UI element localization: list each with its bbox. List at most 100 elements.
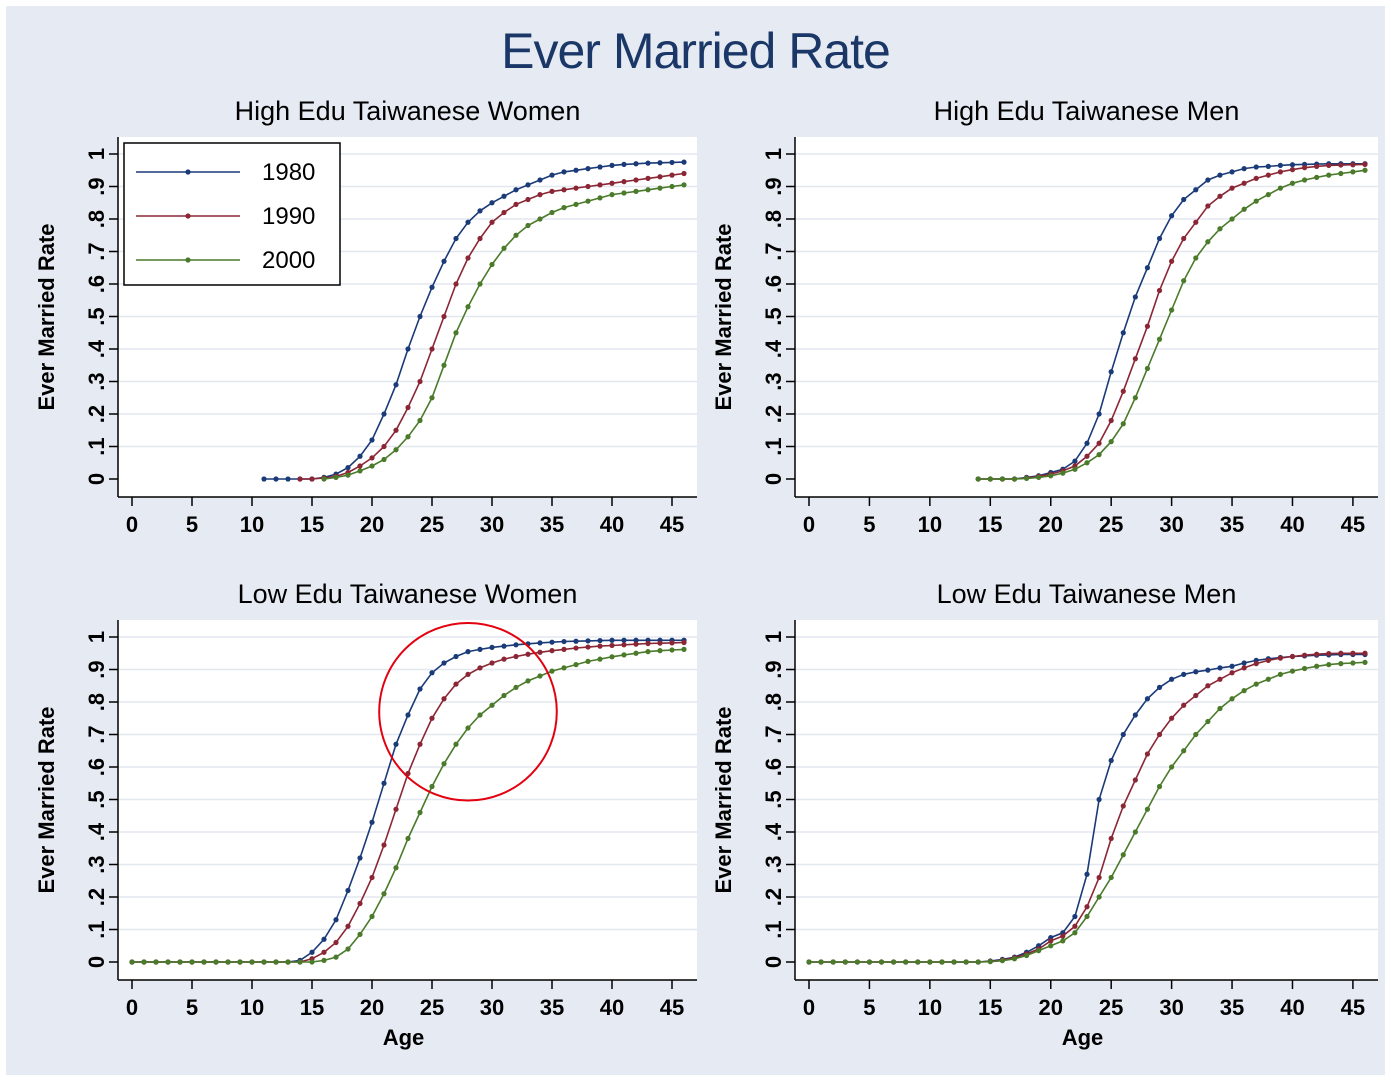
data-point-2000 [1205,718,1211,725]
data-point-1980 [597,164,603,170]
y-axis-label: Ever Married Rate [711,706,736,893]
data-point-2000 [381,891,387,897]
data-point-2000 [987,476,993,482]
legend-marker-2000 [185,257,191,263]
y-tick-label: .4 [84,822,109,841]
data-point-1990 [369,874,375,881]
data-point-1980 [465,649,471,655]
y-tick-label: .5 [84,790,109,808]
data-point-2000 [501,245,507,251]
y-tick-label: .3 [84,372,109,390]
data-point-1990 [1144,323,1151,329]
data-point-1990 [1072,923,1078,929]
data-point-1990 [1144,751,1151,757]
data-point-1990 [489,660,495,666]
data-point-1990 [1350,162,1356,168]
y-tick-label: .9 [761,177,786,195]
y-tick-label: .3 [84,855,109,873]
data-point-2000 [501,692,507,699]
data-point-1990 [585,183,591,190]
data-point-1980 [501,643,507,649]
data-point-1990 [1156,731,1163,738]
data-point-2000 [561,665,567,671]
data-point-1990 [501,656,507,662]
panel-title: High Edu Taiwanese Women [235,96,581,126]
data-point-2000 [1132,395,1138,401]
data-point-1980 [417,686,423,692]
data-point-1980 [345,465,351,471]
data-point-2000 [393,447,399,453]
data-point-1980 [609,637,615,643]
data-point-2000 [369,463,375,469]
panel-2: High Edu Taiwanese Men 0 .1 .2 .3 .4 .5 .6 .7 .8.… [711,96,1378,537]
data-point-1980 [333,917,339,923]
data-point-2000 [225,959,231,965]
data-point-2000 [645,187,651,193]
data-point-1990 [1181,702,1187,708]
data-point-1990 [1169,258,1175,264]
data-point-2000 [489,702,495,708]
data-point-2000 [830,959,836,965]
data-point-1990 [657,640,663,646]
data-point-1990 [1217,193,1223,199]
x-tick-label: 35 [1220,512,1244,537]
data-point-2000 [417,417,423,424]
data-point-1990 [609,642,615,649]
data-point-1990 [1229,185,1235,191]
y-tick-label: .3 [761,372,786,390]
data-point-1980 [1084,871,1090,877]
y-tick-label: .5 [761,790,786,808]
data-point-2000 [585,658,591,664]
data-point-1980 [585,166,591,172]
x-tick-label: 35 [1220,995,1244,1020]
data-point-1980 [441,258,447,264]
data-point-1990 [681,639,687,646]
data-point-2000 [513,232,519,238]
x-tick-label: 45 [660,995,684,1020]
data-point-1980 [513,642,519,648]
data-point-2000 [321,957,327,963]
data-point-2000 [854,959,860,965]
data-point-2000 [633,188,639,194]
data-point-2000 [405,434,411,440]
y-tick-label: .4 [84,339,109,358]
data-point-1990 [369,455,375,461]
panel-title: Low Edu Taiwanese Women [238,579,578,609]
data-point-1980 [369,819,375,825]
y-tick-label: 1 [761,631,786,643]
data-point-1980 [609,162,615,168]
data-point-1980 [465,219,471,225]
data-point-1990 [1217,676,1223,682]
data-point-1990 [1169,715,1175,721]
data-point-2000 [939,959,945,965]
data-point-2000 [1096,452,1102,458]
data-point-2000 [573,662,579,668]
y-tick-label: .9 [761,660,786,678]
data-point-2000 [141,959,147,965]
y-tick-label: .8 [761,693,786,711]
data-point-1980 [405,346,411,352]
data-point-2000 [453,741,459,747]
data-point-2000 [129,959,135,965]
data-point-1980 [489,644,495,651]
data-point-1990 [1301,165,1308,171]
data-point-2000 [525,222,531,229]
data-point-2000 [806,959,812,965]
data-point-1980 [1241,660,1247,666]
data-point-2000 [1326,662,1332,668]
data-point-2000 [1265,192,1271,198]
data-point-2000 [1217,226,1223,232]
data-point-1980 [1132,294,1138,300]
data-point-2000 [213,959,219,965]
data-point-1990 [573,185,579,191]
data-point-2000 [1350,660,1356,666]
data-point-1990 [621,642,627,648]
data-point-1990 [1084,904,1090,910]
y-tick-label: .7 [761,242,786,260]
x-tick-label: 40 [1280,512,1304,537]
data-point-2000 [621,652,627,658]
data-point-1990 [681,170,687,177]
data-point-1980 [1144,696,1151,702]
data-point-2000 [345,946,351,952]
data-point-1990 [345,923,351,929]
